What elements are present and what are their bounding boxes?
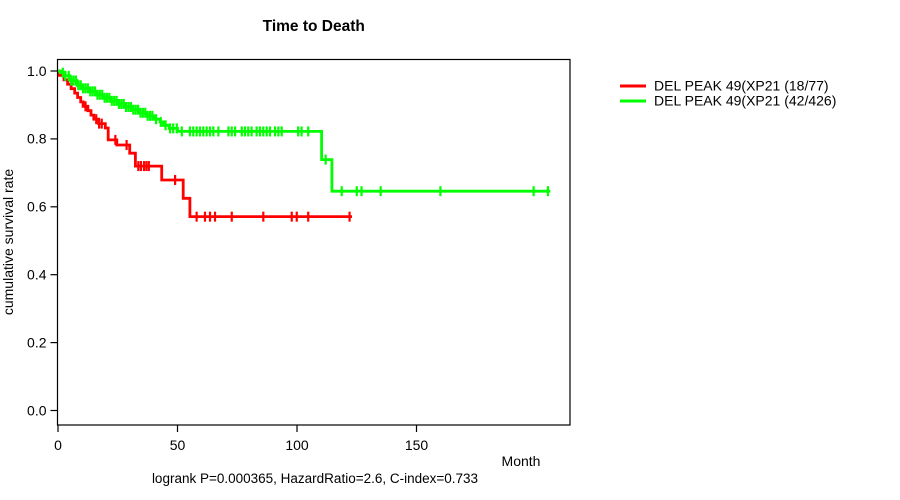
x-tick-label: 150 — [405, 437, 429, 453]
legend-label-red: DEL PEAK 49(XP21 (18/77) — [654, 78, 829, 94]
legend: DEL PEAK 49(XP21 (18/77) DEL PEAK 49(XP2… — [620, 78, 836, 109]
survival-curve-1 — [58, 69, 551, 193]
stats-caption: logrank P=0.000365, HazardRatio=2.6, C-i… — [152, 471, 478, 486]
curves-layer — [57, 67, 551, 222]
y-tick-label: 0.0 — [27, 402, 47, 418]
axes-layer: 1.0 0.8 0.6 0.4 0.2 0.0 0 50 100 150 — [27, 63, 428, 453]
chart-title: Time to Death — [263, 18, 365, 35]
y-tick-label: 0.2 — [27, 334, 47, 350]
y-tick-label: 0.4 — [27, 267, 47, 283]
x-axis-label: Month — [502, 453, 541, 469]
x-tick-label: 50 — [170, 437, 186, 453]
plot-border — [56, 58, 571, 426]
x-tick-label: 100 — [285, 437, 309, 453]
y-tick-label: 1.0 — [27, 63, 47, 79]
legend-label-green: DEL PEAK 49(XP21 (42/426) — [654, 93, 836, 109]
y-axis-label: cumulative survival rate — [0, 169, 16, 315]
y-tick-label: 0.6 — [27, 199, 47, 215]
x-tick-label: 0 — [54, 437, 62, 453]
y-tick-label: 0.8 — [27, 131, 47, 147]
